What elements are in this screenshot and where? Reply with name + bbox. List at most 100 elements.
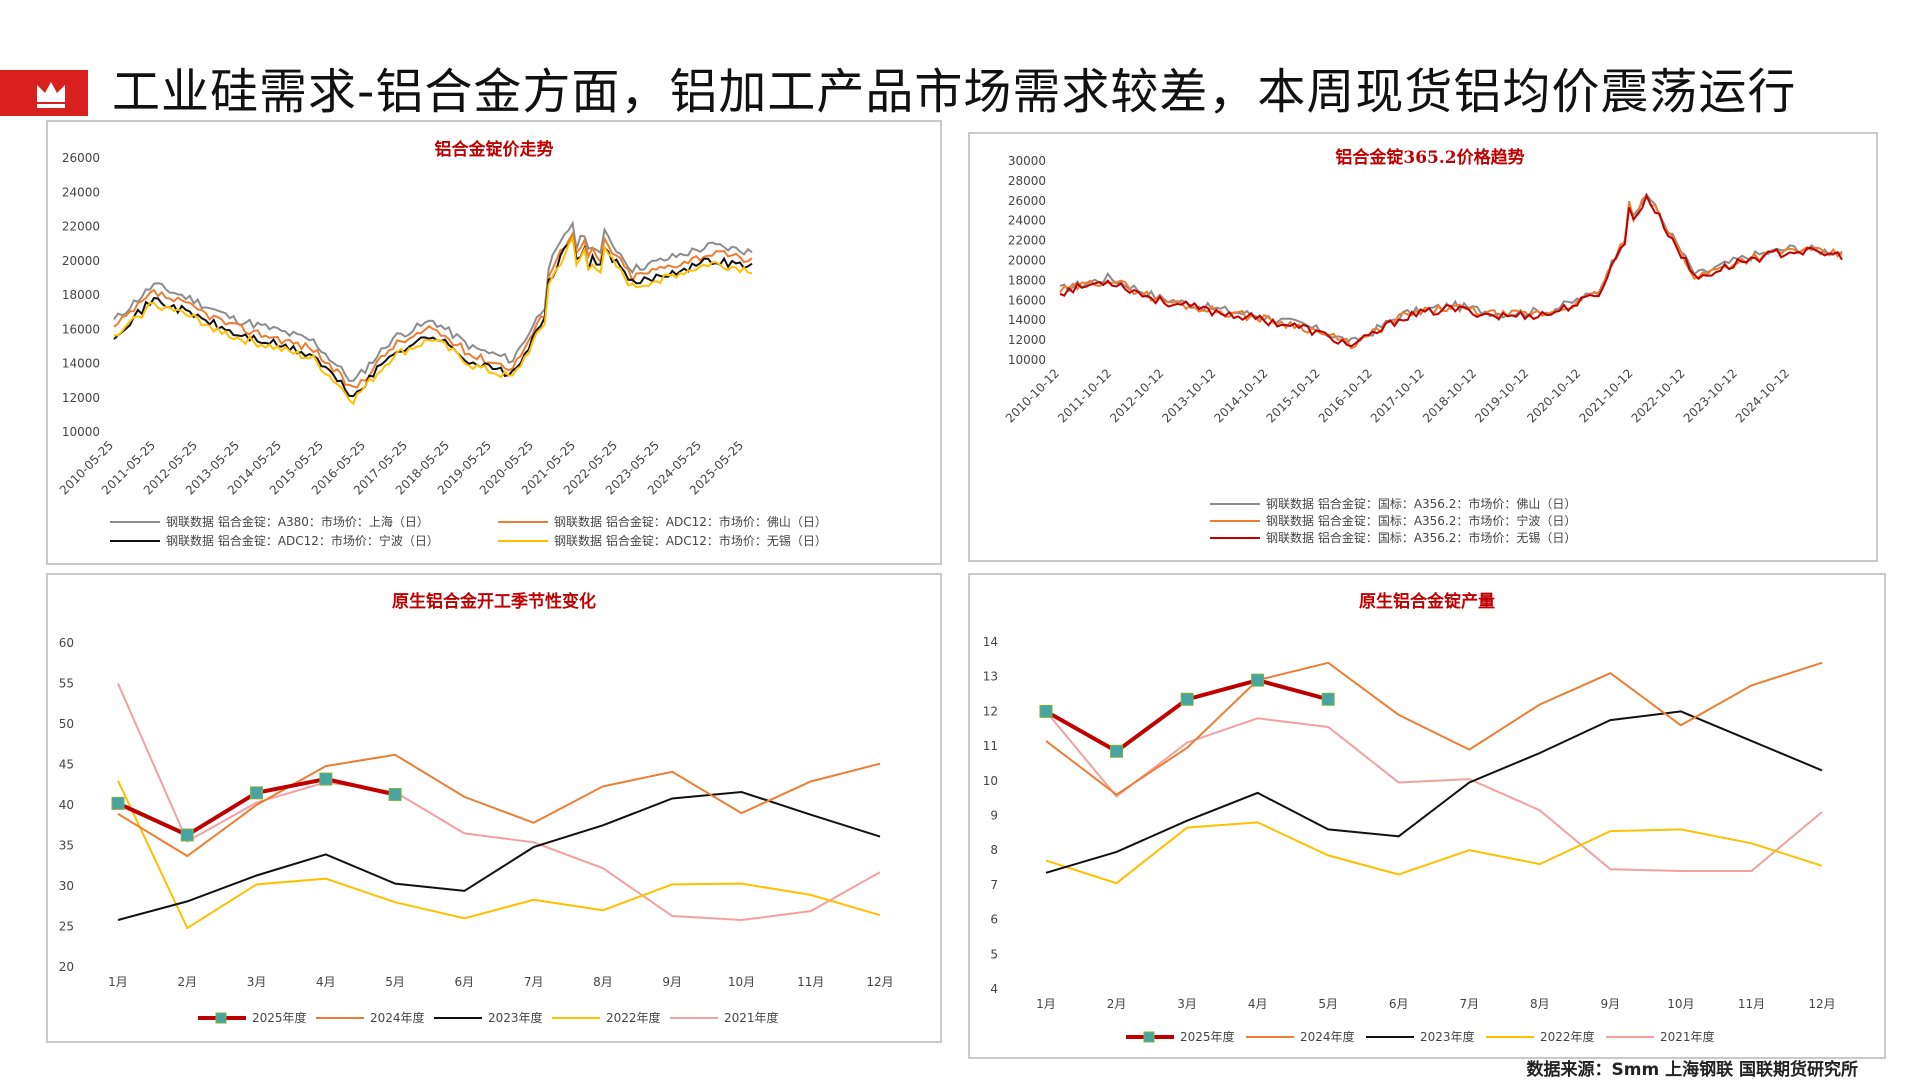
- y-tick-label: 6: [990, 913, 998, 927]
- y-tick-label: 7: [990, 878, 998, 892]
- y-tick-label: 20: [59, 960, 74, 974]
- chart-title: 铝合金锭价走势: [435, 139, 554, 160]
- operating-rate-chart: 原生铝合金开工季节性变化 60 55 50 45 40 35 30 25 20 1月 2月 3月 4月…: [59, 591, 894, 1025]
- a356-price-chart: 铝合金锭365.2价格趋势 30000 28000 26000 24000 22000 2…: [1003, 147, 1843, 545]
- data-point-marker: [388, 787, 402, 801]
- x-tick-label: 2月: [1107, 997, 1127, 1011]
- y-tick-label: 50: [59, 717, 74, 731]
- y-tick-label: 26000: [62, 151, 100, 165]
- x-tick-label: 2014-10-12: [1211, 366, 1270, 425]
- y-tick-label: 24000: [1008, 214, 1046, 228]
- legend: 钢联数据 铝合金锭：国标：A356.2：市场价：佛山（日） 钢联数据 铝合金锭：…: [1210, 496, 1576, 545]
- legend-label: 2024年度: [370, 1010, 425, 1025]
- legend-label: 2023年度: [1420, 1029, 1475, 1044]
- series-line-2024年度: [1045, 661, 1823, 796]
- series-line-2022年度: [117, 780, 881, 930]
- series-line-2023年度: [1045, 710, 1823, 874]
- operating-rate-chart-panel: 原生铝合金开工季节性变化 60 55 50 45 40 35 30 25 20 1月 2月 3月 4月…: [46, 573, 942, 1043]
- data-point-marker: [1110, 744, 1124, 758]
- y-tick-label: 22000: [62, 220, 100, 234]
- legend-label: 钢联数据 铝合金锭：ADC12：市场价：佛山（日）: [554, 514, 827, 529]
- y-tick-label: 60: [59, 636, 74, 650]
- data-point-marker: [180, 828, 194, 842]
- x-tick-label: 4月: [316, 975, 336, 989]
- legend: 2025年度 2024年度 2023年度 2022年度 2021年度: [198, 1010, 779, 1025]
- series-line-adc12-wuxi: [113, 234, 753, 406]
- a356-price-chart-panel: 铝合金锭365.2价格趋势 30000 28000 26000 24000 22000 2…: [968, 132, 1878, 562]
- y-tick-label: 4: [990, 982, 998, 996]
- series-line-2021年度: [1045, 710, 1823, 872]
- series-line-a356-ningbo: [1059, 194, 1843, 350]
- legend-label: 2025年度: [1180, 1029, 1235, 1044]
- y-tick-label: 30000: [1008, 154, 1046, 168]
- series-line-2023年度: [117, 790, 881, 921]
- y-tick-label: 20000: [62, 254, 100, 268]
- y-tick-label: 22000: [1008, 234, 1046, 248]
- x-tick-label: 12月: [1808, 997, 1835, 1011]
- x-tick-label: 2023-10-12: [1681, 366, 1740, 425]
- series-line-a356-wuxi: [1059, 193, 1843, 348]
- y-tick-label: 14000: [1008, 313, 1046, 327]
- data-point-marker: [1251, 673, 1265, 687]
- series-line-adc12-ningbo: [113, 234, 753, 398]
- series-line-2024年度: [117, 753, 881, 858]
- y-tick-label: 40: [59, 798, 74, 812]
- x-tick-label: 1月: [1036, 997, 1056, 1011]
- y-tick-label: 45: [59, 758, 74, 772]
- x-tick-label: 11月: [797, 975, 824, 989]
- data-point-marker: [250, 786, 264, 800]
- x-tick-label: 3月: [247, 975, 267, 989]
- data-point-marker: [1321, 692, 1335, 706]
- x-tick-label: 2019-10-12: [1472, 366, 1531, 425]
- legend-label: 钢联数据 铝合金锭：ADC12：市场价：无锡（日）: [554, 533, 827, 548]
- series-line-adc12-foshan: [113, 231, 753, 389]
- legend-label: 钢联数据 铝合金锭：国标：A356.2：市场价：无锡（日）: [1266, 530, 1576, 545]
- x-tick-label: 6月: [455, 975, 475, 989]
- data-source: 数据来源：Smm 上海钢联 国联期货研究所: [1526, 1060, 1858, 1080]
- y-tick-label: 5: [990, 947, 998, 961]
- series-line-2021年度: [117, 683, 881, 922]
- x-tick-label: 2020-10-12: [1524, 366, 1583, 425]
- x-tick-label: 2024-10-12: [1733, 366, 1792, 425]
- y-tick-label: 18000: [1008, 273, 1046, 287]
- x-tick-label: 2016-10-12: [1316, 366, 1375, 425]
- legend-label: 2021年度: [724, 1010, 779, 1025]
- x-tick-label: 9月: [662, 975, 682, 989]
- y-tick-label: 11: [983, 739, 998, 753]
- crown-icon: [37, 82, 65, 108]
- x-tick-label: 2011-10-12: [1055, 366, 1114, 425]
- y-tick-label: 30: [59, 879, 74, 893]
- x-tick-label: 2018-10-12: [1420, 366, 1479, 425]
- legend-label: 钢联数据 铝合金锭：国标：A356.2：市场价：宁波（日）: [1266, 513, 1576, 528]
- y-tick-label: 9: [990, 809, 998, 823]
- y-tick-label: 25: [59, 920, 74, 934]
- production-chart-panel: 原生铝合金锭产量 14 13 12 11 10 9 8 7 6 5 4 1月 2月 3月 4月 5月 6月 7月…: [968, 573, 1886, 1059]
- y-tick-label: 12: [983, 704, 998, 718]
- x-tick-label: 3月: [1177, 997, 1197, 1011]
- y-tick-label: 26000: [1008, 194, 1046, 208]
- y-tick-label: 12000: [62, 391, 100, 405]
- chart-title: 铝合金锭365.2价格趋势: [1335, 147, 1524, 168]
- legend-label: 2021年度: [1660, 1029, 1715, 1044]
- legend-label: 钢联数据 铝合金锭：国标：A356.2：市场价：佛山（日）: [1266, 496, 1576, 511]
- x-tick-label: 4月: [1248, 997, 1268, 1011]
- x-tick-label: 2012-10-12: [1107, 366, 1166, 425]
- x-tick-label: 2013-10-12: [1159, 366, 1218, 425]
- x-tick-label: 7月: [1459, 997, 1479, 1011]
- legend-marker: [215, 1012, 227, 1024]
- legend-label: 钢联数据 铝合金锭：A380：市场价：上海（日）: [166, 514, 429, 529]
- y-tick-label: 12000: [1008, 333, 1046, 347]
- y-tick-label: 20000: [1008, 254, 1046, 268]
- x-tick-label: 2022-10-12: [1629, 366, 1688, 425]
- x-tick-label: 5月: [1318, 997, 1338, 1011]
- series-line-2022年度: [1045, 821, 1823, 885]
- x-tick-label: 2021-10-12: [1576, 366, 1635, 425]
- x-tick-label: 10月: [728, 975, 755, 989]
- x-tick-label: 2010-10-12: [1003, 366, 1062, 425]
- y-tick-label: 10000: [62, 425, 100, 439]
- y-tick-label: 18000: [62, 288, 100, 302]
- data-point-marker: [1180, 692, 1194, 706]
- legend-label: 2024年度: [1300, 1029, 1355, 1044]
- alloy-price-chart-panel: 铝合金锭价走势 26000 24000 22000 20000 18000 16000 14…: [46, 120, 942, 565]
- data-point-marker: [111, 796, 125, 810]
